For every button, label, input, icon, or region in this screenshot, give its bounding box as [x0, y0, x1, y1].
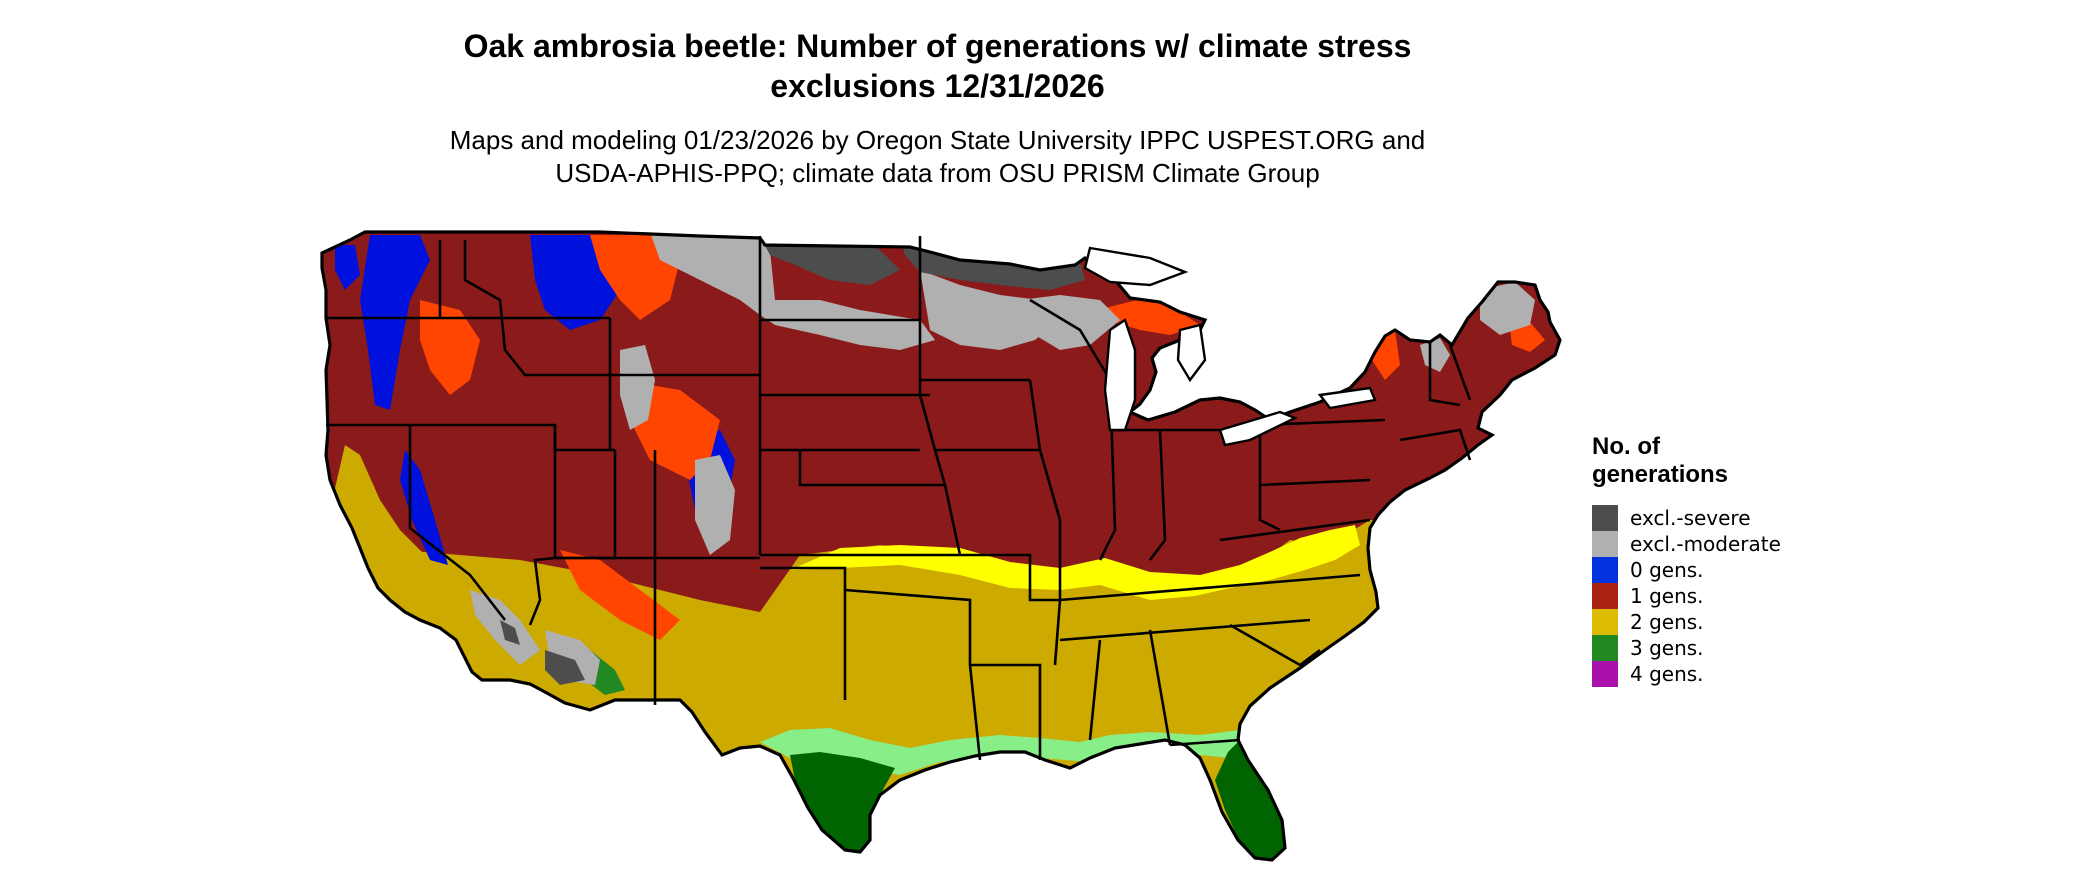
state-borders: [326, 236, 1472, 761]
border-ca-nv: [408, 425, 507, 621]
legend-label: excl.-moderate: [1630, 532, 1781, 556]
border-tx-panhandle: [760, 566, 847, 700]
legend-item: 0 gens.: [1592, 557, 1892, 583]
zone-excl-moderate-minnesota: [920, 270, 1060, 350]
legend-swatch: [1592, 583, 1618, 609]
map-subtitle-line-1: Maps and modeling 01/23/2026 by Oregon S…: [449, 125, 1426, 155]
legend-swatch: [1592, 557, 1618, 583]
lake-michigan: [1103, 318, 1137, 432]
legend-title-line-1: No. of: [1592, 433, 1660, 460]
legend-item: 1 gens.: [1592, 583, 1892, 609]
lake-huron: [1176, 323, 1207, 383]
border-tn-south: [1059, 618, 1311, 642]
zone-0-gen-sierra: [400, 450, 448, 565]
zone-excl-severe-north-dakota: [760, 236, 900, 285]
border-al-ga: [1148, 629, 1172, 746]
zone-1-gen-margin-oregon: [420, 300, 480, 395]
legend-label: 3 gens.: [1630, 636, 1704, 660]
border-in-oh: [1148, 429, 1167, 561]
zone-1-gen-margin-southwest: [560, 550, 680, 640]
legend-swatch: [1592, 505, 1618, 531]
border-wi-il: [1029, 298, 1112, 381]
border-oh-pa: [1258, 425, 1281, 532]
zone-excl-moderate-wyoming: [620, 345, 655, 430]
border-ms-al: [1088, 639, 1102, 741]
legend-item: 3 gens.: [1592, 635, 1892, 661]
legend-title-line-2: generations: [1592, 461, 1729, 488]
map-title-line-2: exclusions 12/31/2026: [770, 68, 1105, 104]
zone-2-gen-margin: [790, 525, 1360, 600]
legend-label: 0 gens.: [1630, 558, 1704, 582]
lake-erie: [1218, 410, 1298, 447]
great-lakes: [1083, 246, 1377, 447]
zone-3-gen-margin: [760, 722, 1275, 775]
border-nh-me: [1448, 344, 1472, 401]
zone-3-gen-florida: [1215, 740, 1288, 860]
border-ar-la: [970, 663, 1042, 760]
map-legend: No. of generations excl.-severe excl.-mod…: [1592, 433, 1892, 687]
zone-0-gen-olympic: [335, 245, 360, 290]
border-va-nc-north: [1219, 518, 1371, 542]
border-ne-ks: [798, 450, 945, 487]
border-id-mt: [463, 240, 610, 377]
us-generation-map: [320, 230, 1562, 862]
zone-excl-moderate-vermont: [1420, 338, 1450, 372]
border-ga-sc: [1229, 623, 1321, 667]
zone-excl-moderate-maine: [1480, 282, 1535, 335]
legend-swatch: [1592, 609, 1618, 635]
border-mo-ar: [960, 553, 1060, 602]
border-mississippi-river: [1028, 379, 1062, 666]
legend-label: excl.-severe: [1630, 506, 1751, 530]
border-ny-ct: [1399, 428, 1472, 461]
map-title-line-1: Oak ambrosia beetle: Number of generatio…: [463, 28, 1412, 64]
legend-item: 2 gens.: [1592, 609, 1892, 635]
legend-item: excl.-moderate: [1592, 531, 1892, 557]
legend-label: 2 gens.: [1630, 610, 1704, 634]
zone-excl-severe-death-valley: [500, 620, 520, 645]
legend-items: excl.-severe excl.-moderate 0 gens. 1 gens.…: [1592, 505, 1892, 687]
border-vt-nh: [1428, 342, 1461, 407]
border-pa-md: [1259, 478, 1371, 487]
legend-swatch: [1592, 531, 1618, 557]
lake-superior: [1083, 246, 1189, 287]
zone-2-gen-west: [330, 445, 700, 720]
legend-label: 1 gens.: [1630, 584, 1704, 608]
legend-item: excl.-severe: [1592, 505, 1892, 531]
zone-0-gen-cascades: [360, 235, 430, 410]
zone-1-gen-margin-maine: [1510, 322, 1545, 352]
legend-item: 4 gens.: [1592, 661, 1892, 687]
zone-excl-moderate-colorado: [695, 455, 735, 555]
lake-ontario: [1317, 386, 1377, 410]
border-ok-tx: [844, 588, 982, 761]
zone-1-gen-margin-montana: [590, 235, 680, 320]
legend-swatch: [1592, 661, 1618, 687]
legend-label: 4 gens.: [1630, 662, 1704, 686]
legend-swatch: [1592, 635, 1618, 661]
map-subtitle-line-2: USDA-APHIS-PPQ; climate data from OSU PR…: [555, 158, 1320, 188]
zone-excl-severe-arizona: [545, 650, 585, 685]
border-tn-ky: [1059, 573, 1361, 602]
border-nv-ut: [528, 425, 557, 626]
zone-1-gen-margin-michigan: [1105, 298, 1200, 335]
